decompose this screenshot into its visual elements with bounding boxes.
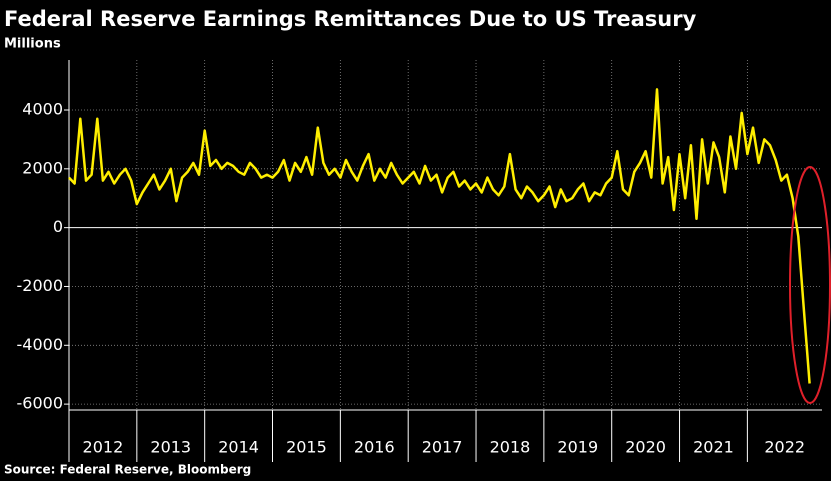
x-tick-label: 2019 <box>557 438 598 457</box>
x-tick-label: 2021 <box>693 438 734 457</box>
x-tick-label: 2020 <box>625 438 666 457</box>
subtitle: Millions <box>4 37 61 52</box>
chart-title: Federal Reserve Earnings Remittances Due… <box>4 7 697 31</box>
y-tick-label: 4000 <box>22 100 63 119</box>
y-tick-label: -4000 <box>17 335 64 354</box>
highlight-ellipse <box>789 166 831 404</box>
y-tick-label: 0 <box>53 217 63 236</box>
source: Source: Federal Reserve, Bloomberg <box>4 463 251 477</box>
x-tick-label: 2012 <box>83 438 124 457</box>
x-tick-label: 2022 <box>764 438 805 457</box>
line-series <box>68 88 811 384</box>
x-tick-label: 2014 <box>218 438 259 457</box>
x-tick-label: 2015 <box>286 438 327 457</box>
x-tick-label: 2016 <box>354 438 395 457</box>
x-tick-label: 2013 <box>150 438 191 457</box>
y-tick-label: -6000 <box>17 394 64 413</box>
y-tick-label: -2000 <box>17 276 64 295</box>
y-tick-label: 2000 <box>22 158 63 177</box>
x-tick-label: 2018 <box>490 438 531 457</box>
x-tick-label: 2017 <box>422 438 463 457</box>
